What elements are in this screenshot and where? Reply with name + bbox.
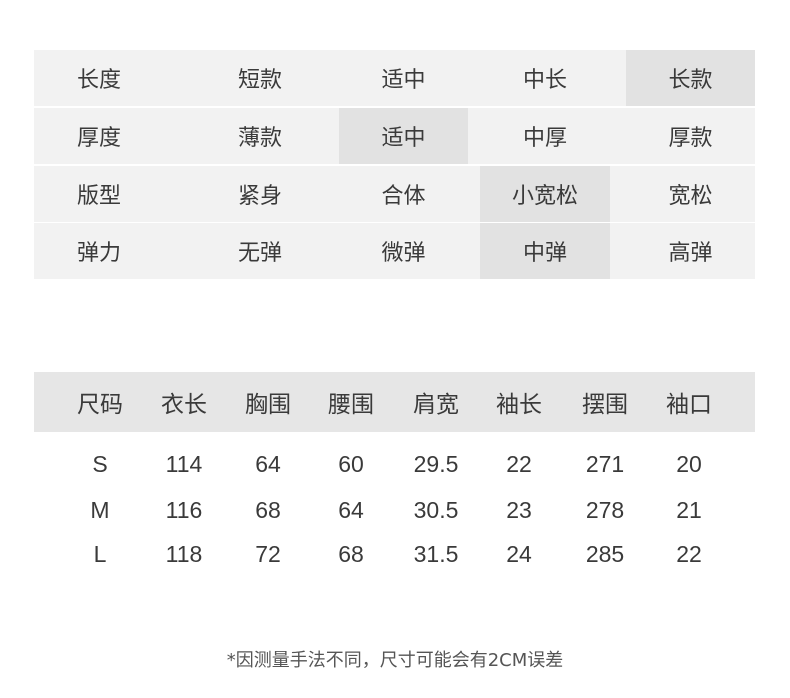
attribute-option-selected: 适中: [339, 108, 468, 164]
attribute-option: 适中: [381, 68, 426, 93]
column-header: 衣长: [161, 392, 207, 418]
table-cell: 68: [255, 496, 281, 523]
table-cell: M: [90, 496, 110, 523]
table-cell: 60: [338, 450, 364, 477]
table-cell: 22: [676, 540, 702, 567]
table-row: L 118 72 68 31.5 24 285 22: [34, 534, 755, 574]
table-cell: 22: [506, 450, 532, 477]
table-row: M 116 68 64 30.5 23 278 21: [34, 490, 755, 530]
column-header: 胸围: [245, 392, 291, 418]
table-cell: 64: [338, 496, 364, 523]
column-header: 肩宽: [413, 392, 459, 418]
attribute-label: 长度: [76, 68, 121, 93]
measurement-note: *因测量手法不同，尺寸可能会有2CM误差: [226, 650, 564, 671]
table-cell: 29.5: [413, 450, 459, 477]
table-cell: 271: [585, 450, 625, 477]
attribute-option: 中厚: [522, 126, 567, 151]
attribute-option: 微弹: [381, 241, 426, 266]
attribute-option: 厚款: [668, 126, 713, 151]
column-header: 袖口: [666, 392, 712, 418]
attribute-option: 薄款: [237, 126, 282, 151]
attribute-row-fit: 版型 紧身 合体 小宽松 宽松: [34, 166, 755, 222]
attribute-option: 无弹: [237, 241, 282, 266]
table-cell: L: [93, 540, 107, 567]
attribute-label: 厚度: [76, 126, 121, 151]
table-cell: 285: [585, 540, 625, 567]
attribute-row-elasticity: 弹力 无弹 微弹 中弹 高弹: [34, 223, 755, 279]
attribute-option: 紧身: [237, 184, 282, 209]
table-cell: 278: [585, 496, 625, 523]
attribute-label: 弹力: [76, 241, 121, 266]
column-header: 尺码: [77, 392, 123, 418]
table-cell: 72: [255, 540, 281, 567]
attribute-option-selected: 小宽松: [480, 166, 610, 222]
table-cell: S: [92, 450, 108, 477]
size-table-header: 尺码 衣长 胸围 腰围 肩宽 袖长 摆围 袖口: [34, 372, 755, 432]
table-cell: 118: [165, 540, 203, 567]
attribute-option-selected: 中弹: [480, 223, 610, 279]
attribute-row-thickness: 厚度 薄款 适中 中厚 厚款: [34, 108, 755, 164]
attribute-option: 短款: [237, 68, 282, 93]
attribute-option: 合体: [381, 184, 426, 209]
table-cell: 30.5: [413, 496, 459, 523]
attribute-option: 宽松: [668, 184, 713, 209]
table-cell: 20: [676, 450, 702, 477]
attribute-option: 中长: [522, 68, 567, 93]
table-cell: 64: [255, 450, 281, 477]
table-cell: 21: [676, 496, 702, 523]
attribute-label: 版型: [76, 184, 121, 209]
table-cell: 23: [506, 496, 532, 523]
attribute-option: 高弹: [668, 241, 713, 266]
column-header: 腰围: [328, 392, 374, 418]
table-cell: 24: [506, 540, 532, 567]
table-cell: 114: [165, 450, 203, 477]
column-header: 袖长: [496, 392, 542, 418]
table-cell: 31.5: [413, 540, 459, 567]
column-header: 摆围: [582, 392, 628, 418]
table-row: S 114 64 60 29.5 22 271 20: [34, 444, 755, 484]
attribute-row-length: 长度 短款 适中 中长 长款: [34, 50, 755, 106]
table-cell: 68: [338, 540, 364, 567]
table-cell: 116: [165, 496, 203, 523]
attribute-option-selected: 长款: [626, 50, 755, 106]
